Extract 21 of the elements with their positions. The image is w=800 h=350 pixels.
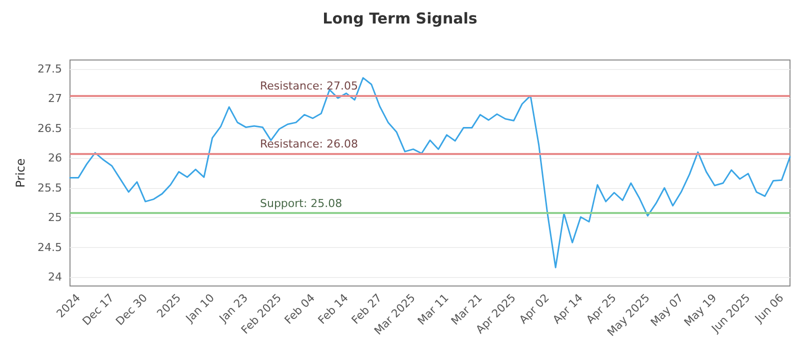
line-series bbox=[69, 77, 791, 268]
x-tick-label: Feb 14 bbox=[316, 291, 351, 327]
y-tick-label: 25.5 bbox=[38, 181, 62, 194]
ref-line-label: Support: 25.08 bbox=[260, 196, 342, 210]
y-tick-label: 24.5 bbox=[38, 240, 62, 254]
chart-title: Long Term Signals bbox=[322, 10, 478, 28]
x-tick-label: Jan 10 bbox=[182, 291, 217, 326]
y-axis-title: Price bbox=[14, 158, 28, 188]
y-tick-label: 24 bbox=[48, 270, 62, 284]
x-tick-label: Apr 14 bbox=[550, 291, 586, 326]
y-tick-label: 25 bbox=[48, 211, 62, 224]
y-tick-label: 27 bbox=[48, 92, 62, 106]
y-tick-label: 27.5 bbox=[38, 62, 62, 76]
ref-line-label: Resistance: 26.08 bbox=[260, 137, 358, 150]
y-tick-label: 26.5 bbox=[38, 122, 62, 135]
y-tick-label: 26 bbox=[48, 152, 62, 165]
x-tick-label: Feb 04 bbox=[282, 291, 318, 327]
x-tick-label: Apr 02 bbox=[516, 291, 552, 326]
x-tick-label: Mar 11 bbox=[415, 291, 452, 328]
ref-line-label: Resistance: 27.05 bbox=[260, 80, 358, 93]
x-tick-label: Jun 06 bbox=[752, 291, 786, 326]
